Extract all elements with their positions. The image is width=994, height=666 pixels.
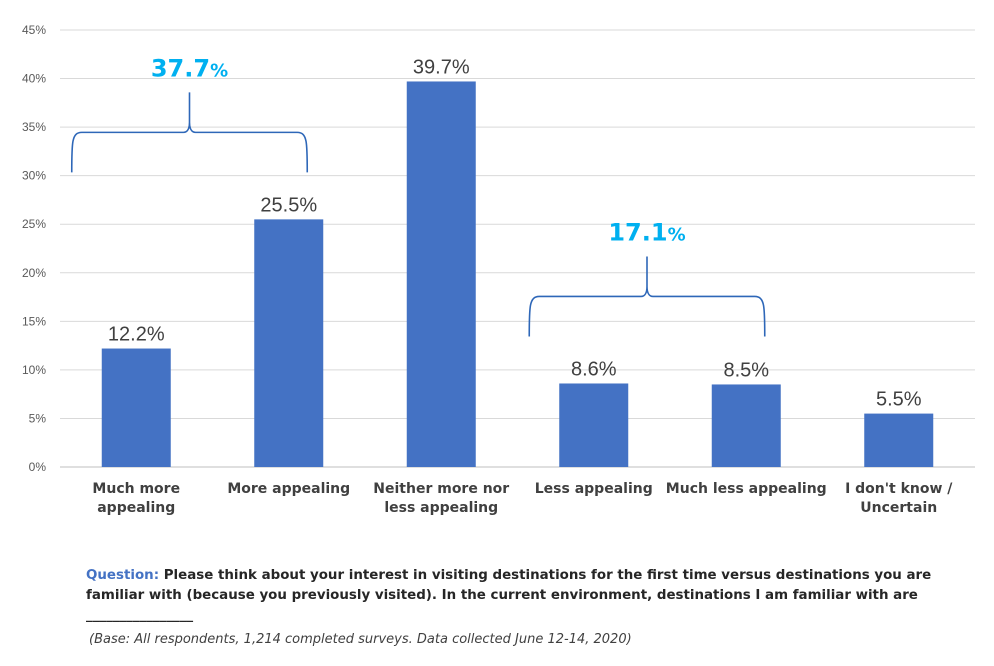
bar xyxy=(864,413,934,467)
curly-bracket xyxy=(528,256,766,337)
y-tick-label: 5% xyxy=(29,411,47,425)
y-tick-label: 40% xyxy=(22,72,46,86)
curly-bracket xyxy=(70,92,309,173)
data-labels: 12.2% 25.5% 39.7% 8.6% 8.5% 5.5% xyxy=(108,56,922,410)
y-tick-label: 25% xyxy=(22,217,46,231)
y-tick-label: 20% xyxy=(22,266,46,280)
gridlines xyxy=(60,29,975,468)
question-text: Please think about your interest in visi… xyxy=(86,568,932,623)
base-note: (Base: All respondents, 1,214 completed … xyxy=(89,632,632,647)
bar xyxy=(559,383,629,467)
x-tick-label: I don't know / Uncertain xyxy=(845,481,953,516)
bracket-label: 37.7% xyxy=(151,54,228,82)
y-tick-label: 0% xyxy=(29,460,47,474)
data-label: 25.5% xyxy=(260,194,317,216)
bracket-annotations: 37.7% 17.1% xyxy=(70,54,766,337)
data-label: 8.6% xyxy=(571,358,617,380)
x-tick-label: Less appealing xyxy=(535,481,653,497)
bar xyxy=(711,384,781,467)
x-axis: Much more appealing More appealing Neither … xyxy=(92,481,953,516)
x-tick-label: Neither more nor less appealing xyxy=(373,481,509,516)
data-label: 8.5% xyxy=(723,359,769,381)
question-label: Question: xyxy=(86,568,160,583)
y-tick-label: 35% xyxy=(22,120,46,134)
y-tick-label: 15% xyxy=(22,314,46,328)
data-label: 12.2% xyxy=(108,324,165,346)
data-label: 5.5% xyxy=(876,389,922,411)
x-tick-label: Much less appealing xyxy=(666,481,827,497)
bar xyxy=(406,81,476,468)
bar xyxy=(101,348,171,467)
data-label: 39.7% xyxy=(413,56,470,78)
bar xyxy=(254,219,324,467)
y-tick-label: 10% xyxy=(22,363,46,377)
x-tick-label: More appealing xyxy=(227,481,350,497)
x-tick-label: Much more appealing xyxy=(92,481,180,516)
bar-chart: 0%5%10%15%20%25%30%35%40%45% 12.2%25.5%3… xyxy=(22,23,975,516)
bars xyxy=(101,81,934,468)
bracket-label: 17.1% xyxy=(608,218,685,246)
y-tick-label: 30% xyxy=(22,169,46,183)
y-axis: 0% 5% 10% 15% 20% 25% 30% 35% 40% 45% xyxy=(22,23,46,474)
survey-question: Question: Please think about your intere… xyxy=(86,566,966,626)
y-tick-label: 45% xyxy=(22,23,46,37)
